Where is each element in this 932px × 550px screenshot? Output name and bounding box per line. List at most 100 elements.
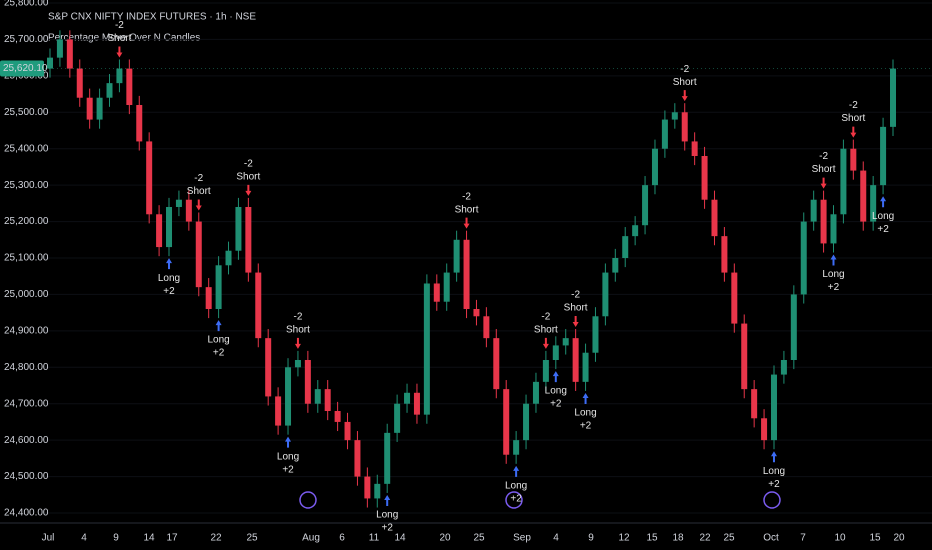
event-icon[interactable] [505, 491, 523, 509]
x-tick-label: 9 [588, 533, 594, 544]
candle-body [463, 239, 470, 309]
candle-body [96, 97, 103, 120]
candle-body [483, 316, 490, 339]
x-tick-label: 9 [113, 533, 119, 544]
signal-move: +2 [381, 523, 393, 534]
x-tick-label: 7 [800, 533, 806, 544]
candle-body [225, 250, 232, 266]
candle-body [413, 392, 420, 415]
x-tick-label: 25 [246, 533, 258, 544]
short-arrow [572, 316, 579, 328]
x-tick-label: 20 [893, 533, 905, 544]
signal-label: Long [376, 510, 398, 521]
x-tick-label: 10 [834, 533, 846, 544]
y-tick-label: 25,200.00 [4, 216, 49, 227]
y-tick-label: 25,800.00 [4, 0, 49, 9]
signal-move: +2 [550, 399, 562, 410]
last-price-label: 25,620.10 [3, 63, 48, 74]
candle-body [830, 214, 837, 244]
candle-body [562, 338, 569, 346]
candle-body [116, 68, 123, 84]
candle-body [195, 221, 202, 288]
candle-body [324, 389, 331, 411]
event-icon[interactable] [299, 491, 317, 509]
candle-body [592, 316, 599, 353]
x-tick-label: Jul [42, 533, 55, 544]
candle-body [404, 392, 411, 404]
candle-body [661, 119, 668, 149]
signal-label: Short [236, 172, 260, 183]
candle-body [275, 396, 282, 426]
x-tick-label: 6 [339, 533, 345, 544]
x-tick-label: 15 [869, 533, 881, 544]
candle-body [166, 207, 173, 248]
signal-label: Short [564, 303, 588, 314]
signal-move: -2 [194, 173, 203, 184]
candle-body [265, 338, 272, 397]
candle-body [790, 294, 797, 360]
candle-body [294, 360, 301, 368]
x-tick-label: Aug [302, 533, 320, 544]
candle-body [56, 39, 63, 58]
signal-move: +2 [163, 286, 175, 297]
candle-body [433, 283, 440, 302]
y-tick-label: 24,400.00 [4, 508, 49, 519]
signal-label: Long [872, 211, 894, 222]
candle-body [800, 221, 807, 295]
long-arrow [880, 196, 887, 208]
candle-body [314, 389, 321, 404]
candle-body [880, 126, 887, 186]
candle-body [761, 418, 768, 441]
y-tick-label: 24,600.00 [4, 435, 49, 446]
signal-label: Long [277, 451, 299, 462]
candle-body [86, 97, 93, 120]
candle-body [642, 185, 649, 226]
y-tick-label: 25,000.00 [4, 289, 49, 300]
candle-body [810, 199, 817, 222]
x-tick-label: 25 [723, 533, 735, 544]
signal-label: Short [286, 325, 310, 336]
candle-body [701, 156, 708, 200]
signal-label: Short [455, 204, 479, 215]
x-tick-label: 11 [369, 533, 380, 544]
y-tick-label: 25,700.00 [4, 34, 49, 45]
y-tick-label: 25,100.00 [4, 253, 49, 264]
x-tick-label: 25 [473, 533, 485, 544]
candle-body [542, 360, 549, 382]
signal-move: +2 [877, 224, 889, 235]
candle-body [47, 57, 53, 69]
signal-label: Long [822, 269, 844, 280]
candle-body [721, 236, 728, 273]
signal-move: -2 [541, 312, 550, 323]
event-icons[interactable] [299, 491, 781, 509]
event-icon[interactable] [763, 491, 781, 509]
short-arrow [681, 90, 688, 102]
y-tick-label: 24,500.00 [4, 471, 49, 482]
short-arrow [463, 217, 470, 229]
x-tick-label: Sep [513, 533, 531, 544]
x-tick-label: 14 [394, 533, 406, 544]
candle-body [731, 272, 738, 324]
candle-body [146, 141, 153, 215]
signal-move: -2 [244, 159, 253, 170]
candle-body [66, 39, 73, 69]
candle-body [572, 338, 579, 382]
signal-move: -2 [293, 312, 302, 323]
candle-body [770, 374, 777, 441]
candle-body [632, 225, 639, 237]
short-arrow [245, 184, 252, 196]
signal-move: -2 [849, 100, 858, 111]
candle-body [255, 272, 262, 339]
x-tick-label: 17 [166, 533, 178, 544]
x-tick-label: Oct [763, 533, 779, 544]
candle-body [136, 105, 143, 142]
x-tick-label: 4 [553, 533, 559, 544]
candle-body [473, 309, 480, 317]
candle-body [215, 265, 222, 309]
signal-label: Short [187, 186, 211, 197]
long-arrow [552, 371, 559, 383]
indicator-name: Percentage Move Over N Candles [48, 33, 200, 44]
x-tick-label: 22 [699, 533, 711, 544]
candle-body [285, 367, 292, 426]
